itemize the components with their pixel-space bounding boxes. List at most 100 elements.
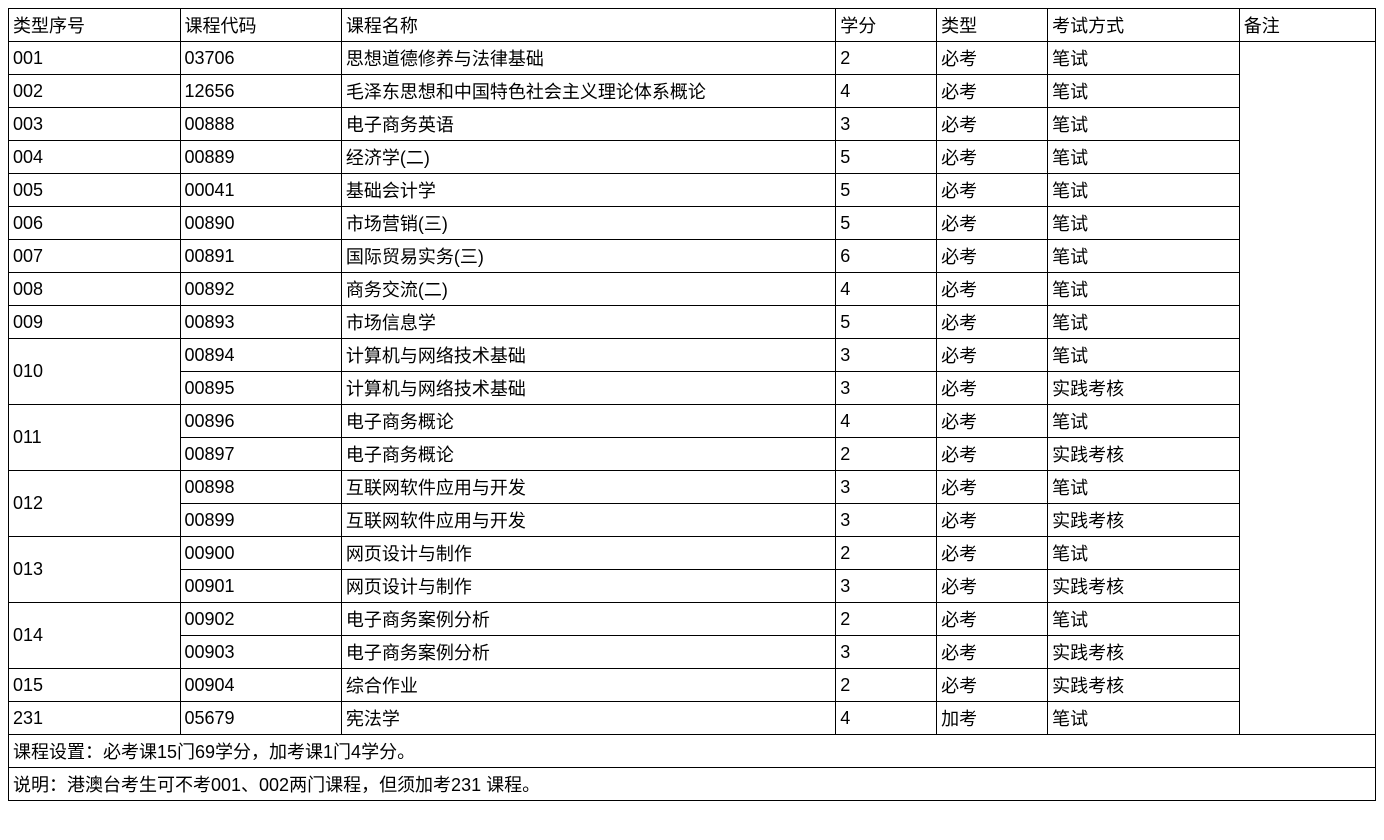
cell-name: 网页设计与制作 bbox=[341, 570, 835, 603]
table-row: 00300888电子商务英语3必考笔试 bbox=[9, 108, 1376, 141]
table-row: 00400889经济学(二)5必考笔试 bbox=[9, 141, 1376, 174]
cell-code: 00902 bbox=[180, 603, 341, 636]
header-seq: 类型序号 bbox=[9, 9, 181, 42]
cell-seq: 231 bbox=[9, 702, 181, 735]
cell-note bbox=[1239, 42, 1375, 735]
cell-seq: 010 bbox=[9, 339, 181, 405]
cell-exam: 实践考核 bbox=[1048, 636, 1240, 669]
table-row: 00897电子商务概论2必考实践考核 bbox=[9, 438, 1376, 471]
cell-credit: 3 bbox=[836, 372, 937, 405]
cell-credit: 4 bbox=[836, 702, 937, 735]
cell-exam: 实践考核 bbox=[1048, 570, 1240, 603]
table-row: 00500041基础会计学5必考笔试 bbox=[9, 174, 1376, 207]
cell-name: 市场信息学 bbox=[341, 306, 835, 339]
cell-exam: 实践考核 bbox=[1048, 438, 1240, 471]
cell-credit: 3 bbox=[836, 636, 937, 669]
cell-code: 00892 bbox=[180, 273, 341, 306]
cell-type: 必考 bbox=[937, 603, 1048, 636]
cell-code: 00891 bbox=[180, 240, 341, 273]
table-row: 01000894计算机与网络技术基础3必考笔试 bbox=[9, 339, 1376, 372]
cell-exam: 笔试 bbox=[1048, 273, 1240, 306]
cell-exam: 实践考核 bbox=[1048, 504, 1240, 537]
header-code: 课程代码 bbox=[180, 9, 341, 42]
table-row: 00600890市场营销(三)5必考笔试 bbox=[9, 207, 1376, 240]
table-row: 00901网页设计与制作3必考实践考核 bbox=[9, 570, 1376, 603]
table-row: 00899互联网软件应用与开发3必考实践考核 bbox=[9, 504, 1376, 537]
cell-name: 基础会计学 bbox=[341, 174, 835, 207]
cell-type: 必考 bbox=[937, 42, 1048, 75]
cell-credit: 3 bbox=[836, 339, 937, 372]
cell-name: 电子商务概论 bbox=[341, 438, 835, 471]
cell-type: 必考 bbox=[937, 669, 1048, 702]
header-name: 课程名称 bbox=[341, 9, 835, 42]
cell-credit: 2 bbox=[836, 438, 937, 471]
cell-code: 00898 bbox=[180, 471, 341, 504]
header-row: 类型序号课程代码课程名称学分类型考试方式备注 bbox=[9, 9, 1376, 42]
cell-exam: 笔试 bbox=[1048, 405, 1240, 438]
cell-code: 00900 bbox=[180, 537, 341, 570]
cell-seq: 015 bbox=[9, 669, 181, 702]
cell-seq: 007 bbox=[9, 240, 181, 273]
footer1-row: 课程设置：必考课15门69学分，加考课1门4学分。 bbox=[9, 735, 1376, 768]
header-note: 备注 bbox=[1239, 9, 1375, 42]
table-row: 01500904综合作业2必考实践考核 bbox=[9, 669, 1376, 702]
cell-credit: 3 bbox=[836, 504, 937, 537]
cell-exam: 笔试 bbox=[1048, 339, 1240, 372]
cell-type: 必考 bbox=[937, 372, 1048, 405]
cell-code: 03706 bbox=[180, 42, 341, 75]
cell-name: 电子商务案例分析 bbox=[341, 603, 835, 636]
cell-exam: 笔试 bbox=[1048, 42, 1240, 75]
cell-credit: 3 bbox=[836, 471, 937, 504]
cell-credit: 4 bbox=[836, 273, 937, 306]
cell-exam: 笔试 bbox=[1048, 108, 1240, 141]
cell-exam: 笔试 bbox=[1048, 306, 1240, 339]
cell-code: 00893 bbox=[180, 306, 341, 339]
cell-credit: 5 bbox=[836, 174, 937, 207]
cell-credit: 3 bbox=[836, 108, 937, 141]
table-row: 01400902电子商务案例分析2必考笔试 bbox=[9, 603, 1376, 636]
cell-credit: 5 bbox=[836, 306, 937, 339]
cell-name: 市场营销(三) bbox=[341, 207, 835, 240]
cell-exam: 笔试 bbox=[1048, 75, 1240, 108]
cell-credit: 4 bbox=[836, 405, 937, 438]
cell-seq: 005 bbox=[9, 174, 181, 207]
cell-type: 必考 bbox=[937, 108, 1048, 141]
cell-name: 国际贸易实务(三) bbox=[341, 240, 835, 273]
cell-seq: 013 bbox=[9, 537, 181, 603]
table-row: 00103706思想道德修养与法律基础2必考笔试 bbox=[9, 42, 1376, 75]
cell-code: 00897 bbox=[180, 438, 341, 471]
footer2: 说明：港澳台考生可不考001、002两门课程，但须加考231 课程。 bbox=[9, 768, 1376, 801]
cell-code: 00895 bbox=[180, 372, 341, 405]
cell-type: 必考 bbox=[937, 240, 1048, 273]
cell-seq: 011 bbox=[9, 405, 181, 471]
table-row: 01200898互联网软件应用与开发3必考笔试 bbox=[9, 471, 1376, 504]
cell-name: 毛泽东思想和中国特色社会主义理论体系概论 bbox=[341, 75, 835, 108]
cell-code: 00899 bbox=[180, 504, 341, 537]
cell-exam: 笔试 bbox=[1048, 240, 1240, 273]
cell-name: 综合作业 bbox=[341, 669, 835, 702]
table-row: 00903电子商务案例分析3必考实践考核 bbox=[9, 636, 1376, 669]
table-row: 01300900网页设计与制作2必考笔试 bbox=[9, 537, 1376, 570]
cell-type: 必考 bbox=[937, 537, 1048, 570]
footer1: 课程设置：必考课15门69学分，加考课1门4学分。 bbox=[9, 735, 1376, 768]
cell-code: 00903 bbox=[180, 636, 341, 669]
cell-name: 网页设计与制作 bbox=[341, 537, 835, 570]
cell-type: 必考 bbox=[937, 438, 1048, 471]
cell-seq: 012 bbox=[9, 471, 181, 537]
cell-code: 00041 bbox=[180, 174, 341, 207]
cell-name: 宪法学 bbox=[341, 702, 835, 735]
table-row: 23105679宪法学4加考笔试 bbox=[9, 702, 1376, 735]
cell-credit: 5 bbox=[836, 207, 937, 240]
cell-type: 必考 bbox=[937, 405, 1048, 438]
cell-exam: 笔试 bbox=[1048, 603, 1240, 636]
cell-credit: 5 bbox=[836, 141, 937, 174]
header-type: 类型 bbox=[937, 9, 1048, 42]
cell-code: 00888 bbox=[180, 108, 341, 141]
cell-name: 互联网软件应用与开发 bbox=[341, 471, 835, 504]
cell-name: 计算机与网络技术基础 bbox=[341, 339, 835, 372]
header-exam: 考试方式 bbox=[1048, 9, 1240, 42]
cell-code: 00896 bbox=[180, 405, 341, 438]
cell-seq: 002 bbox=[9, 75, 181, 108]
table-row: 00895计算机与网络技术基础3必考实践考核 bbox=[9, 372, 1376, 405]
cell-type: 必考 bbox=[937, 471, 1048, 504]
